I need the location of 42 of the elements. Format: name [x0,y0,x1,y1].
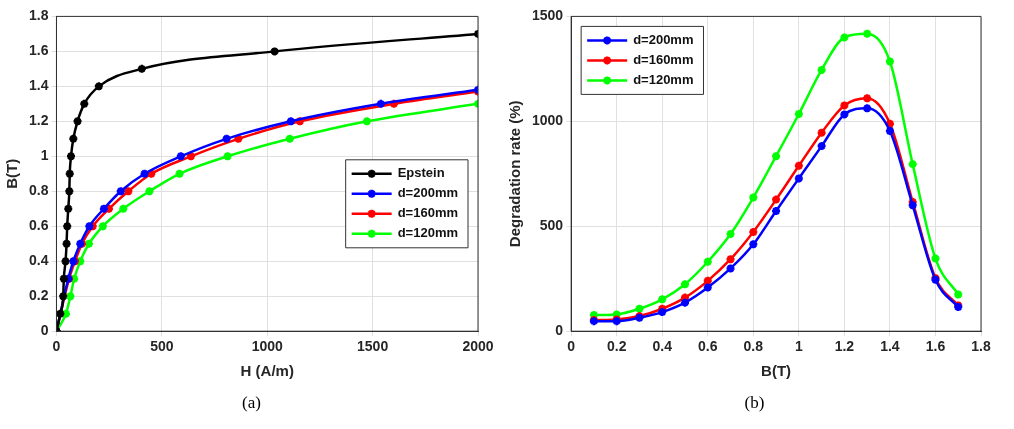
legend-label: d=120mm [397,225,458,241]
text: (b) [744,393,765,413]
y-tick-label: 1.8 [28,7,49,24]
y-tick-label: 500 [539,217,564,234]
y-tick-label: 0.4 [28,252,49,269]
x-tick-label: 0.8 [743,338,764,355]
legend-label: d=160mm [397,205,458,221]
y-tick-label: 0.6 [28,217,49,234]
x-tick-label: 500 [150,338,174,355]
y-tick-label: 1.2 [28,112,49,129]
legend-label: d=200mm [397,185,458,201]
x-tick-label: 1 [794,338,803,355]
x-tick-label: 1.4 [880,338,900,355]
x-tick-label: 0 [567,338,576,355]
x-axis-title: B(T) [761,362,792,380]
text: (a) [242,393,261,413]
x-tick-label: 0 [52,338,61,355]
x-tick-label: 1000 [251,338,284,355]
y-tick-label: 0 [555,322,564,339]
y-tick-label: 0 [40,322,49,339]
x-tick-label: 0.4 [652,338,673,355]
y-tick-label: 1000 [531,112,564,129]
legend-label: Epstein [397,165,445,181]
y-axis-title: B(T) [3,158,21,189]
y-axis-title: Degradation rate (%) [506,100,524,248]
legend-label: d=120mm [633,71,694,87]
x-tick-label: 1.6 [925,338,946,355]
y-tick-label: 1.6 [28,42,49,59]
legend-label: d=200mm [633,31,694,47]
y-tick-label: 0.2 [28,287,49,304]
y-tick-label: 1 [40,147,49,164]
y-tick-label: 1500 [531,7,564,24]
x-tick-label: 1.2 [834,338,855,355]
legend-label: d=160mm [633,51,694,67]
x-axis-title: H (A/m) [240,362,294,380]
x-tick-label: 1500 [357,338,389,355]
x-tick-label: 1.8 [971,338,991,355]
x-tick-label: 0.2 [606,338,627,355]
x-tick-label: 0.6 [698,338,718,355]
x-tick-label: 2000 [462,338,494,355]
y-tick-label: 1.4 [28,77,49,94]
y-tick-label: 0.8 [28,182,49,199]
